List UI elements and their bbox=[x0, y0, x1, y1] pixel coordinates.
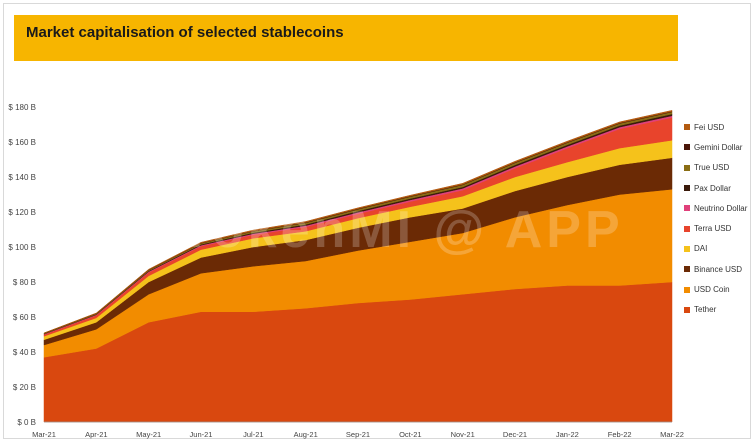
x-tick-label: Jan-22 bbox=[556, 430, 579, 439]
x-tick-label: Nov-21 bbox=[451, 430, 475, 439]
y-tick-label: $ 20 B bbox=[13, 383, 36, 392]
y-tick-label: $ 60 B bbox=[13, 313, 36, 322]
legend-label: True USD bbox=[694, 163, 730, 173]
y-tick-label: $ 40 B bbox=[13, 348, 36, 357]
chart-title: Market capitalisation of selected stable… bbox=[26, 24, 344, 41]
legend-item: True USD bbox=[684, 158, 754, 178]
x-tick-label: Aug-21 bbox=[294, 430, 318, 439]
x-tick-label: Feb-22 bbox=[608, 430, 632, 439]
legend-swatch bbox=[684, 266, 690, 273]
x-tick-label: Sep-21 bbox=[346, 430, 370, 439]
y-tick-label: $ 160 B bbox=[8, 138, 36, 147]
legend-label: USD Coin bbox=[694, 285, 730, 295]
x-tick-label: Jun-21 bbox=[190, 430, 213, 439]
legend-label: Binance USD bbox=[694, 264, 743, 274]
legend-swatch bbox=[684, 124, 690, 131]
legend-label: Gemini Dollar bbox=[694, 142, 743, 152]
legend-item: Fei USD bbox=[684, 117, 754, 137]
legend-item: Gemini Dollar bbox=[684, 137, 754, 157]
legend-label: Terra USD bbox=[694, 224, 732, 234]
y-tick-label: $ 180 B bbox=[8, 103, 36, 112]
legend-swatch bbox=[684, 164, 690, 171]
x-tick-label: Mar-22 bbox=[660, 430, 684, 439]
y-tick-label: $ 140 B bbox=[8, 173, 36, 182]
y-tick-label: $ 120 B bbox=[8, 208, 36, 217]
x-tick-label: Oct-21 bbox=[399, 430, 422, 439]
legend-label: Pax Dollar bbox=[694, 183, 731, 193]
y-tick-label: $ 80 B bbox=[13, 278, 36, 287]
legend-item: Terra USD bbox=[684, 218, 754, 238]
legend-item: Binance USD bbox=[684, 259, 754, 279]
legend: Fei USD Gemini Dollar True USD Pax Dollar Ne… bbox=[684, 117, 754, 320]
chart-frame bbox=[3, 3, 751, 439]
legend-label: DAI bbox=[694, 244, 708, 254]
legend-item: DAI bbox=[684, 239, 754, 259]
area-series-fei-usd bbox=[43, 110, 673, 334]
legend-swatch bbox=[684, 245, 690, 252]
x-tick-label: Mar-21 bbox=[32, 430, 56, 439]
legend-item: Pax Dollar bbox=[684, 178, 754, 198]
legend-label: Fei USD bbox=[694, 122, 725, 132]
y-tick-label: $ 100 B bbox=[8, 243, 36, 252]
legend-swatch bbox=[684, 306, 690, 313]
legend-item: Tether bbox=[684, 300, 754, 320]
legend-item: USD Coin bbox=[684, 279, 754, 299]
legend-swatch bbox=[684, 286, 690, 293]
y-tick-label: $ 0 B bbox=[17, 418, 36, 427]
legend-item: Neutrino Dollar bbox=[684, 198, 754, 218]
watermark: TokenMI @ APP bbox=[180, 201, 624, 259]
legend-label: Tether bbox=[694, 305, 717, 315]
legend-swatch bbox=[684, 225, 690, 232]
x-tick-label: May-21 bbox=[136, 430, 161, 439]
x-tick-label: Dec-21 bbox=[503, 430, 527, 439]
legend-swatch bbox=[684, 144, 690, 151]
legend-label: Neutrino Dollar bbox=[694, 203, 748, 213]
legend-swatch bbox=[684, 205, 690, 212]
legend-swatch bbox=[684, 185, 690, 192]
title-bar: Market capitalisation of selected stable… bbox=[14, 15, 678, 61]
x-tick-label: Jul-21 bbox=[243, 430, 263, 439]
x-tick-label: Apr-21 bbox=[85, 430, 108, 439]
